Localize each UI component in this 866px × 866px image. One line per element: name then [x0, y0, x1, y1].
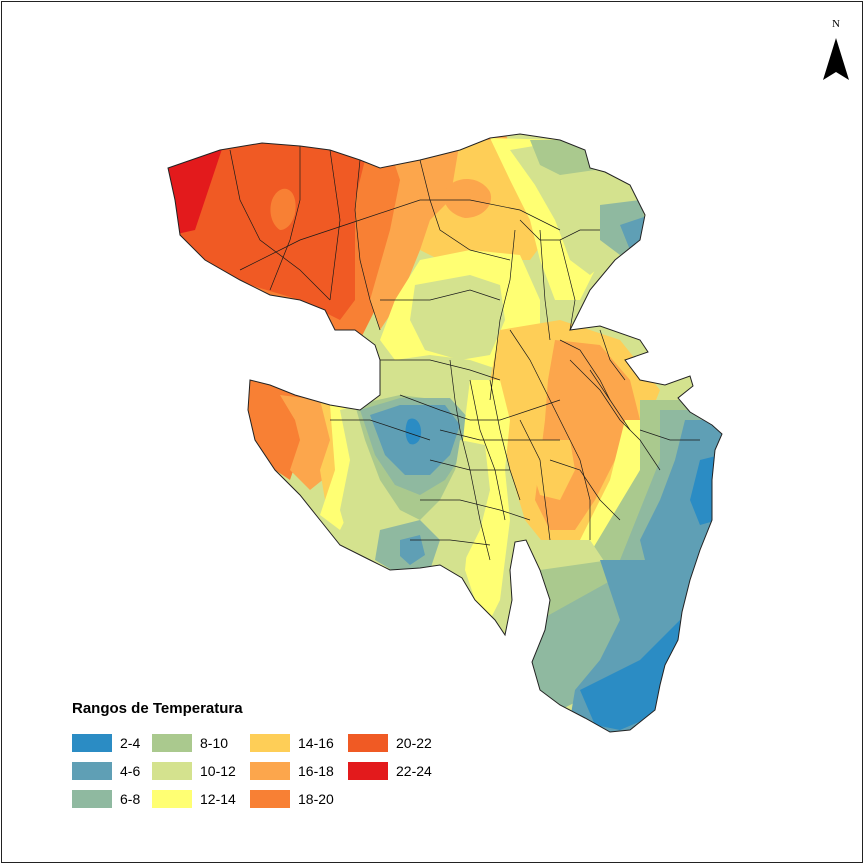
- legend-label: 4-6: [120, 763, 141, 779]
- legend-swatch: [72, 790, 112, 808]
- zone-16-18-spot: [443, 178, 492, 218]
- north-label: N: [832, 18, 840, 30]
- legend: Rangos de Temperatura 2-4 4-6 6-8 8-10 1…: [72, 700, 492, 820]
- district-boundaries: [229, 146, 700, 561]
- legend-swatch: [72, 762, 112, 780]
- legend-item: 2-4: [72, 732, 172, 752]
- legend-title: Rangos de Temperatura: [72, 700, 243, 717]
- legend-swatch: [152, 790, 192, 808]
- legend-swatch: [250, 734, 290, 752]
- legend-label: 2-4: [120, 735, 141, 751]
- legend-swatch: [72, 734, 112, 752]
- legend-label: 8-10: [200, 735, 229, 751]
- legend-swatch: [348, 762, 388, 780]
- legend-item: 14-16: [250, 732, 350, 752]
- zone-14-16-inner: [532, 440, 575, 500]
- legend-swatch: [348, 734, 388, 752]
- zone-18-20-spot: [270, 188, 296, 230]
- legend-label: 10-12: [200, 763, 236, 779]
- legend-label: 6-8: [120, 791, 141, 807]
- legend-item: 12-14: [152, 788, 252, 808]
- legend-label: 20-22: [396, 735, 432, 751]
- legend-swatch: [152, 762, 192, 780]
- legend-swatch: [250, 762, 290, 780]
- legend-item: 4-6: [72, 760, 172, 780]
- legend-item: 18-20: [250, 788, 350, 808]
- legend-item: 20-22: [348, 732, 448, 752]
- zone-8-10-ne: [530, 140, 595, 175]
- legend-label: 18-20: [298, 791, 334, 807]
- legend-item: 16-18: [250, 760, 350, 780]
- legend-item: 6-8: [72, 788, 172, 808]
- temperature-surface: [168, 134, 722, 732]
- region-outline: [167, 133, 723, 733]
- zone-2-4-west: [405, 418, 422, 445]
- legend-swatch: [250, 790, 290, 808]
- legend-label: 14-16: [298, 735, 334, 751]
- zone-4-6-sw: [400, 535, 425, 565]
- zone-10-12-center: [410, 275, 505, 360]
- legend-item: 8-10: [152, 732, 252, 752]
- legend-label: 12-14: [200, 791, 236, 807]
- legend-label: 22-24: [396, 763, 432, 779]
- legend-item: 22-24: [348, 760, 448, 780]
- legend-swatch: [152, 734, 192, 752]
- legend-item: 10-12: [152, 760, 252, 780]
- legend-label: 16-18: [298, 763, 334, 779]
- north-arrow-icon: [823, 38, 849, 80]
- north-arrow: N: [818, 18, 854, 84]
